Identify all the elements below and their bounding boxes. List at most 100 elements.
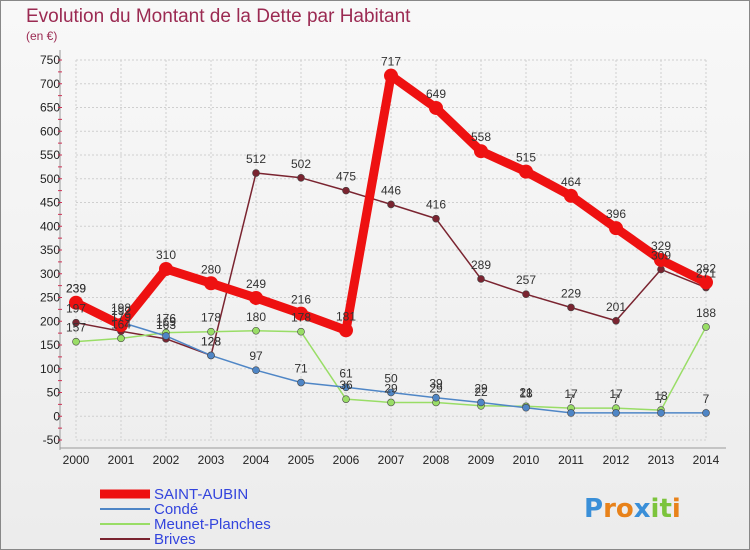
data-label-brives: 475: [336, 170, 356, 184]
y-tick-label: 50: [47, 386, 61, 400]
data-point-cond-: [297, 378, 305, 387]
data-point-meunet-planches: [117, 334, 125, 343]
data-label-brives: 163: [156, 318, 176, 332]
data-label-saint-aubin: 515: [516, 151, 536, 165]
data-label-cond-: 7: [613, 392, 620, 406]
data-label-brives: 128: [201, 334, 221, 348]
legend-label: Condé: [154, 501, 198, 518]
x-tick-label: 2002: [153, 453, 180, 467]
data-point-meunet-planches: [207, 327, 215, 336]
x-tick-label: 2006: [333, 453, 360, 467]
proxiti-logo: Proxiti: [584, 494, 681, 524]
y-tick-label: 600: [40, 124, 60, 138]
x-tick-label: 2001: [108, 453, 135, 467]
y-tick-label: 650: [40, 101, 60, 115]
x-tick-label: 2005: [288, 453, 315, 467]
data-point-saint-aubin: [249, 290, 263, 305]
data-label-cond-: 29: [474, 381, 488, 395]
data-label-cond-: 7: [568, 392, 575, 406]
data-label-saint-aubin: 649: [426, 87, 446, 101]
data-point-meunet-planches: [72, 337, 80, 346]
data-point-meunet-planches: [342, 395, 350, 403]
data-label-saint-aubin: 181: [336, 309, 356, 323]
y-tick-label: 400: [40, 219, 60, 233]
data-point-cond-: [432, 393, 440, 402]
y-tick-label: 0: [53, 409, 60, 423]
data-point-cond-: [162, 332, 170, 340]
data-label-meunet-planches: 180: [246, 310, 266, 324]
x-tick-label: 2007: [378, 453, 405, 467]
data-point-saint-aubin: [204, 276, 218, 291]
data-point-saint-aubin: [294, 306, 308, 321]
data-label-cond-: 97: [249, 349, 263, 363]
data-label-meunet-planches: 29: [429, 381, 443, 395]
data-point-cond-: [567, 409, 575, 417]
data-point-saint-aubin: [159, 262, 173, 276]
data-label-saint-aubin: 282: [696, 261, 716, 275]
x-tick-label: 2003: [198, 453, 225, 467]
data-point-cond-: [612, 409, 620, 417]
data-point-brives: [612, 316, 620, 325]
data-point-meunet-planches: [702, 323, 710, 331]
axes: -500501001502002503003504004505005506006…: [40, 50, 726, 467]
data-point-saint-aubin: [654, 252, 668, 267]
chart-title: Evolution du Montant de la Dette par Hab…: [26, 6, 411, 27]
data-point-cond-: [342, 383, 350, 392]
data-label-meunet-planches: 178: [201, 311, 221, 325]
data-label-saint-aubin: 329: [651, 239, 671, 253]
data-label-brives: 257: [516, 273, 536, 287]
y-tick-label: -50: [43, 433, 61, 447]
data-point-meunet-planches: [252, 326, 260, 335]
y-tick-label: 550: [40, 148, 60, 162]
data-label-cond-: 7: [658, 392, 665, 406]
data-label-cond-: 39: [429, 377, 443, 391]
x-tick-label: 2012: [603, 453, 630, 467]
data-point-cond-: [207, 351, 215, 360]
data-point-saint-aubin: [519, 164, 533, 179]
data-label-saint-aubin: 396: [606, 207, 626, 221]
y-tick-label: 450: [40, 196, 60, 210]
proxiti-wordmark: Proxiti: [584, 494, 681, 524]
x-tick-label: 2010: [513, 453, 540, 467]
data-point-saint-aubin: [69, 295, 83, 310]
data-point-brives: [432, 214, 440, 223]
data-label-saint-aubin: 216: [291, 293, 311, 307]
y-tick-label: 250: [40, 291, 60, 305]
data-point-cond-: [522, 403, 530, 412]
data-point-brives: [477, 275, 485, 283]
data-point-saint-aubin: [339, 323, 353, 338]
y-tick-label: 200: [40, 314, 60, 328]
data-label-saint-aubin: 464: [561, 175, 581, 189]
data-point-cond-: [702, 409, 710, 417]
data-label-cond-: 71: [294, 362, 308, 376]
data-label-cond-: 7: [703, 392, 710, 406]
data-label-brives: 271: [696, 267, 716, 281]
data-point-brives: [657, 265, 665, 274]
data-label-meunet-planches: 178: [291, 311, 311, 325]
data-label-brives: 512: [246, 152, 266, 166]
data-label-brives: 179: [111, 310, 131, 324]
data-label-saint-aubin: 280: [201, 262, 221, 276]
data-label-cond-: 198: [111, 301, 131, 315]
data-label-cond-: 61: [339, 366, 353, 380]
y-tick-label: 150: [40, 338, 60, 352]
y-tick-label: 100: [40, 362, 60, 376]
data-label-brives: 289: [471, 258, 491, 272]
x-tick-label: 2004: [243, 453, 270, 467]
data-label-meunet-planches: 22: [474, 385, 488, 399]
x-tick-label: 2009: [468, 453, 495, 467]
x-tick-label: 2013: [648, 453, 675, 467]
y-tick-label: 300: [40, 267, 60, 281]
data-point-saint-aubin: [699, 275, 713, 290]
data-point-brives: [567, 303, 575, 312]
data-label-brives: 201: [606, 300, 626, 314]
data-point-cond-: [387, 388, 395, 397]
data-point-cond-: [477, 398, 485, 407]
data-label-meunet-planches: 157: [66, 321, 86, 335]
data-label-cond-: 18: [519, 387, 533, 401]
legend-label: Meunet-Planches: [154, 516, 271, 533]
data-label-saint-aubin: 310: [156, 248, 176, 262]
